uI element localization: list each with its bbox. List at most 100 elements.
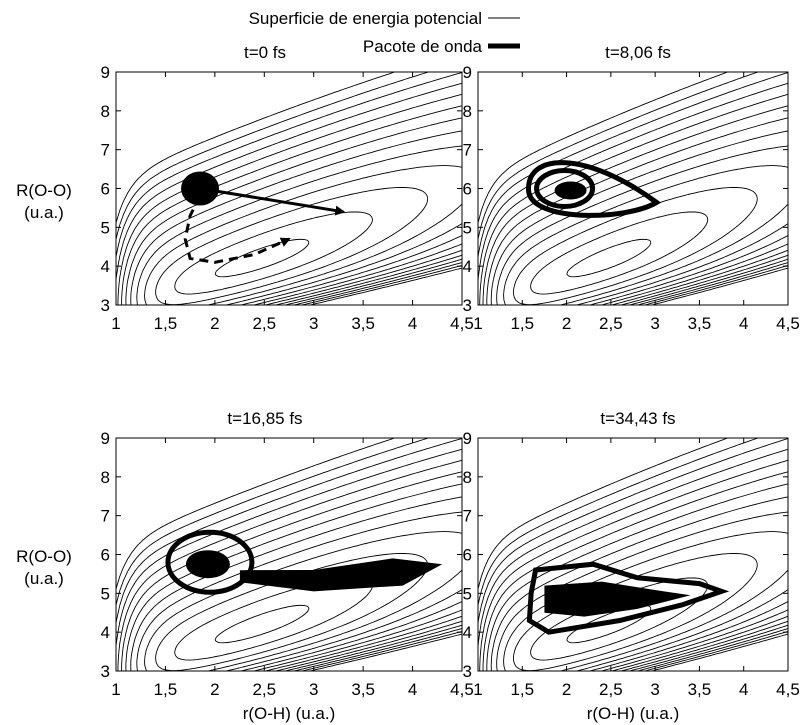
y-tick-label: 6: [101, 546, 110, 565]
x-tick-label: 4,5: [450, 680, 474, 699]
panels: t=0 fs1 1,5 2 2,5 3 3,5 4 4,53456789R(O-O)(u.a.…: [16, 43, 800, 723]
contour-level-2: [530, 211, 709, 295]
panel-4: t=34,43 fs 1 1,5 2 2,5 3 3,5 4 4,5 3 4 5 6 7 8 9 r(O-H) …: [463, 409, 800, 723]
contour-lines: [116, 72, 462, 305]
y-tick-label: 6: [463, 180, 472, 199]
x-tick-label: 3,5: [351, 314, 375, 333]
y-axis-title: R(O-O): [16, 547, 72, 566]
y-axis-unit: (u.a.): [24, 569, 64, 588]
panel-title: t=16,85 fs: [227, 409, 302, 428]
contour-level-8: [121, 105, 462, 305]
wavepacket: [165, 529, 443, 595]
wavepacket: [526, 160, 662, 218]
y-tick-label: 4: [463, 257, 472, 276]
contour-level-5: [136, 145, 462, 305]
contour-level-6: [130, 130, 462, 305]
x-tick-label: 2,5: [252, 680, 276, 699]
y-tick-label: 6: [101, 180, 110, 199]
x-tick-label: 3: [309, 314, 318, 333]
x-tick-label: 3,5: [351, 680, 375, 699]
x-tick-label: 1,5: [154, 680, 178, 699]
contour-level-6: [490, 496, 788, 671]
wavepacket-outer-contour: [526, 561, 730, 635]
x-tick-label: 2: [562, 314, 571, 333]
panel-title: t=8,06 fs: [605, 43, 671, 62]
contour-level-9: [117, 459, 462, 671]
panel-title: t=0 fs: [244, 43, 286, 62]
y-tick-label: 8: [463, 468, 472, 487]
y-axis-unit: (u.a.): [24, 203, 64, 222]
panel-2: t=8,06 fs 1 1,5 2 2,5 3 3,5 4 4,5 3 4 5 6 7 8 9: [463, 43, 800, 333]
x-tick-label: 2,5: [252, 314, 276, 333]
legend-label-wavepacket: Pacote de onda: [363, 37, 483, 56]
y-tick-label: 5: [463, 584, 472, 603]
y-tick-label: 9: [101, 429, 110, 448]
contour-level-2: [174, 211, 373, 295]
wavepacket-outer-contour: [165, 529, 255, 595]
x-tick-label: 4,5: [450, 314, 474, 333]
contour-level-7: [486, 483, 788, 671]
contour-level-4: [144, 165, 462, 305]
y-tick-label: 7: [463, 141, 472, 160]
contour-level-8: [482, 471, 788, 671]
x-tick-label: 2,5: [599, 314, 623, 333]
contour-level-10: [478, 82, 788, 305]
y-tick-label: 5: [463, 218, 472, 237]
y-tick-label: 5: [101, 584, 110, 603]
y-tick-label: 8: [101, 102, 110, 121]
x-tick-label: 1: [473, 314, 482, 333]
x-tick-label: 4,5: [776, 680, 800, 699]
y-tick-label: 3: [463, 296, 472, 315]
contour-level-7: [125, 117, 462, 305]
y-tick-label: 5: [101, 218, 110, 237]
x-axis-title: r(O-H) (u.a.): [243, 704, 336, 723]
y-tick-label: 8: [101, 468, 110, 487]
x-tick-label: 4: [408, 680, 417, 699]
y-tick-label: 7: [101, 141, 110, 160]
x-tick-label: 3,5: [688, 680, 712, 699]
x-tick-label: 3: [650, 680, 659, 699]
legend: Superficie de energia potencial Pacote d…: [249, 9, 520, 56]
y-tick-label: 7: [101, 507, 110, 526]
contour-level-7: [125, 483, 462, 671]
wavepacket-inner-contour: [534, 167, 596, 209]
contour-level-3: [155, 187, 429, 305]
wavepacket: [181, 171, 346, 264]
y-tick-label: 3: [101, 296, 110, 315]
y-tick-label: 4: [101, 257, 110, 276]
x-tick-label: 4: [739, 680, 748, 699]
contour-level-10: [478, 448, 788, 671]
solid-arrow: [199, 187, 346, 216]
x-tick-label: 1: [473, 680, 482, 699]
x-tick-label: 2: [210, 314, 219, 333]
wavepacket-core: [554, 181, 587, 200]
panel-3: t=16,85 fs1 1,5 2 2,5 3 3,5 4 4,53456789R(O-O)(…: [16, 409, 474, 723]
wavepacket-core: [185, 550, 230, 579]
x-tick-label: 4,5: [776, 314, 800, 333]
y-tick-label: 4: [101, 623, 110, 642]
x-tick-label: 1: [111, 680, 120, 699]
x-axis-title: r(O-H) (u.a.): [587, 704, 680, 723]
contour-level-1: [214, 604, 310, 644]
contour-level-8: [482, 105, 788, 305]
wavepacket: [526, 561, 730, 635]
y-tick-label: 9: [101, 63, 110, 82]
contour-level-9: [479, 459, 788, 671]
x-tick-label: 3: [650, 314, 659, 333]
panel-title: t=34,43 fs: [600, 409, 675, 428]
x-tick-label: 2: [210, 680, 219, 699]
x-tick-label: 1,5: [510, 314, 534, 333]
x-tick-label: 2,5: [599, 680, 623, 699]
y-tick-label: 3: [463, 662, 472, 681]
y-tick-label: 9: [463, 429, 472, 448]
wavepacket-tail: [239, 558, 443, 592]
x-tick-label: 2: [562, 680, 571, 699]
y-axis-title: R(O-O): [16, 181, 72, 200]
y-tick-label: 9: [463, 63, 472, 82]
legend-label-surface: Superficie de energia potencial: [249, 9, 482, 28]
contour-level-6: [490, 130, 788, 305]
contour-level-10: [116, 82, 462, 305]
y-tick-label: 4: [463, 623, 472, 642]
x-tick-label: 1,5: [510, 680, 534, 699]
